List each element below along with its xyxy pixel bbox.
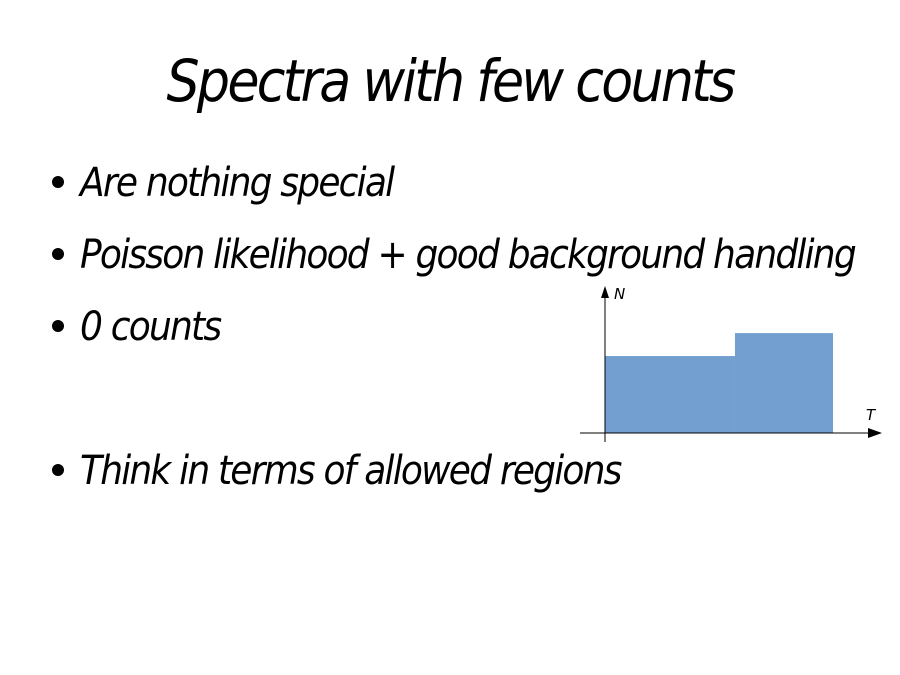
- bullet-item: Think in terms of allowed regions: [52, 448, 681, 494]
- step-histogram-diagram: N T: [580, 285, 882, 442]
- bullet-text: Think in terms of allowed regions: [80, 448, 622, 494]
- bullet-text: 0 counts: [80, 304, 222, 350]
- step-bar-2: [734, 333, 833, 433]
- bullet-item: 0 counts: [52, 304, 236, 350]
- bullet-item: Are nothing special: [52, 160, 428, 206]
- step-bar-1: [605, 356, 735, 433]
- x-axis-arrowhead: [868, 428, 882, 438]
- bullet-text: Are nothing special: [80, 160, 395, 206]
- bullet-item: Poisson likelihood + good background han…: [52, 232, 900, 278]
- y-axis-label: N: [614, 285, 625, 303]
- bullet-dot: [52, 464, 64, 476]
- x-axis-label: T: [866, 406, 877, 424]
- y-axis-arrowhead: [601, 286, 609, 298]
- bullet-dot: [52, 176, 64, 188]
- bullet-text: Poisson likelihood + good background han…: [80, 232, 857, 278]
- slide-title: Spectra with few counts: [166, 47, 736, 115]
- bullet-dot: [52, 320, 64, 332]
- bullet-dot: [52, 248, 64, 260]
- step-bars: [605, 333, 833, 433]
